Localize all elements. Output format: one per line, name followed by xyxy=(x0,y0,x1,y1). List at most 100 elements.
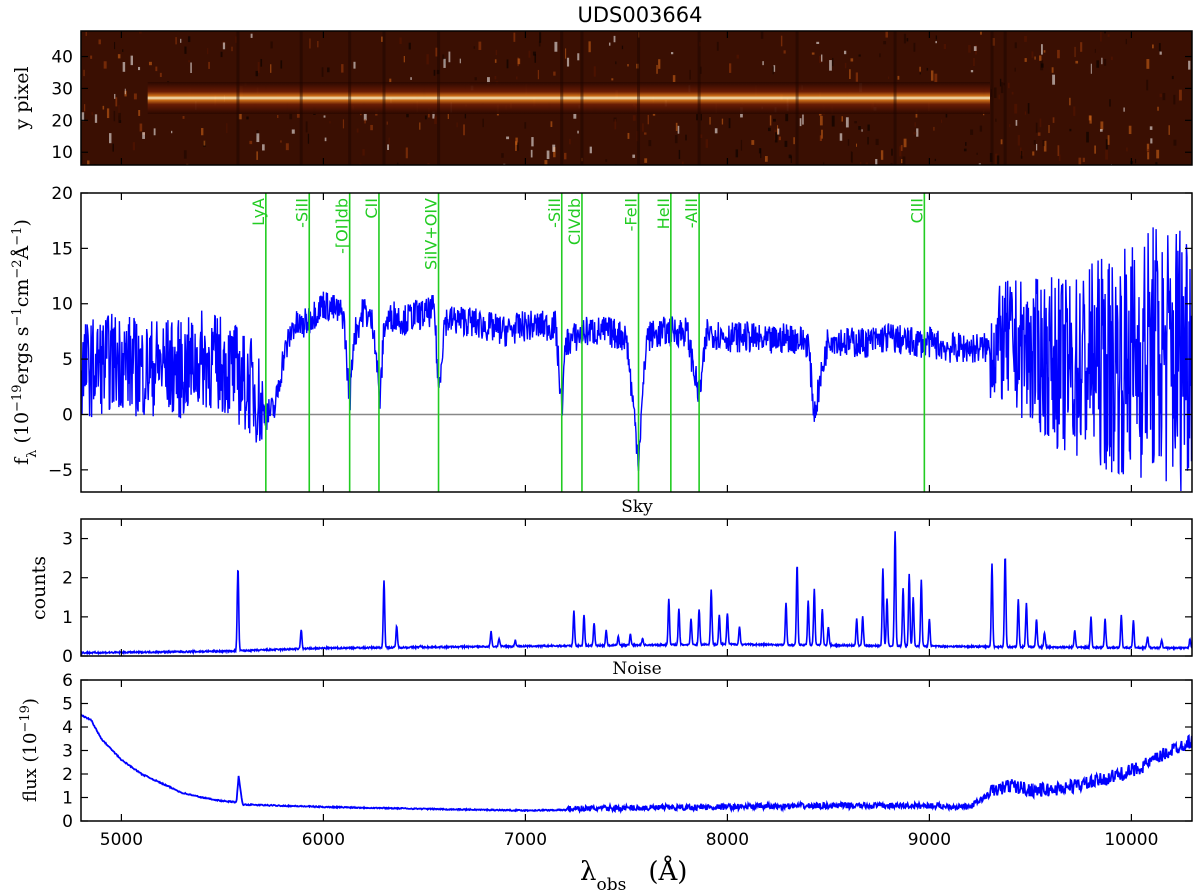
heatmap-pixel xyxy=(552,144,556,152)
heatmap-pixel xyxy=(478,41,482,50)
heatmap-pixel xyxy=(550,121,553,128)
heatmap-pixel xyxy=(1069,97,1071,106)
panel-1d-spectrum: LyA -SiII -[OI]db CII SiIV+OIV -SiII CIVdb -FeI… xyxy=(10,184,1193,493)
heatmap-pixel xyxy=(305,121,308,133)
heatmap-pixel xyxy=(124,88,126,95)
heatmap-pixel xyxy=(638,32,640,38)
heatmap-pixel xyxy=(996,155,1000,165)
heatmap-pixel xyxy=(675,122,678,131)
heatmap-pixel xyxy=(473,46,476,49)
heatmap-pixel xyxy=(916,128,919,137)
heatmap-pixel xyxy=(903,138,907,148)
heatmap-pixel xyxy=(1024,111,1027,115)
heatmap-pixel xyxy=(403,55,406,63)
heatmap-pixel xyxy=(1146,79,1149,91)
heatmap-pixel xyxy=(280,60,283,69)
ylabel-flux: fλ (10−19ergs s−1cm−2Å−1) xyxy=(10,219,40,465)
heatmap-column xyxy=(637,31,641,165)
heatmap-pixel xyxy=(721,118,724,125)
heatmap-pixel xyxy=(207,48,209,55)
heatmap-pixel xyxy=(891,148,893,156)
ylabel-flux-part: ) xyxy=(11,219,33,226)
heatmap-column xyxy=(1003,31,1007,165)
heatmap-pixel xyxy=(203,140,206,146)
heatmap-pixel xyxy=(1033,140,1036,145)
heatmap-pixel xyxy=(776,125,779,135)
heatmap-pixel xyxy=(435,47,438,57)
heatmap-pixel xyxy=(246,116,249,120)
x-tick-label: 9000 xyxy=(908,830,951,850)
heatmap-pixel xyxy=(532,51,536,56)
heatmap-column xyxy=(437,31,441,165)
heatmap-pixel xyxy=(139,123,143,132)
heatmap-pixel xyxy=(1011,91,1014,95)
spectral-line-label: -SiII xyxy=(292,198,311,228)
heatmap-pixel xyxy=(463,124,465,136)
heatmap-pixel xyxy=(973,46,977,51)
ynoise-tick-label: 0 xyxy=(62,812,73,832)
heatmap-pixel xyxy=(249,140,253,145)
heatmap-pixel xyxy=(1156,149,1160,159)
heatmap-pixel xyxy=(175,37,177,45)
heatmap-column xyxy=(560,31,564,165)
spectral-line-label: -FeII xyxy=(622,198,641,231)
heatmap-pixel xyxy=(883,41,887,45)
heatmap-pixel xyxy=(1048,125,1050,134)
heatmap-pixel xyxy=(821,129,823,139)
heatmap-pixel xyxy=(900,145,903,151)
xlabel-part: λ xyxy=(580,857,596,887)
heatmap-pixel xyxy=(443,58,446,68)
heatmap-pixel xyxy=(517,58,521,65)
heatmap-pixel xyxy=(396,162,399,165)
heatmap-pixel xyxy=(758,148,761,154)
ylabel-noise-part: ) xyxy=(20,698,41,705)
heatmap-pixel xyxy=(993,87,997,99)
heatmap-pixel xyxy=(1090,63,1092,74)
heatmap-pixel xyxy=(513,32,516,42)
heatmap-pixel xyxy=(970,129,974,135)
heatmap-pixel xyxy=(621,45,624,50)
heatmap-pixel xyxy=(159,72,162,78)
spectral-line-label: -[OI]db xyxy=(333,198,352,254)
heatmap-pixel xyxy=(1149,126,1153,130)
heatmap-pixel xyxy=(554,41,558,52)
spectral-line-label: CII xyxy=(362,198,381,219)
heatmap-pixel xyxy=(270,41,273,49)
heatmap-pixel xyxy=(83,69,85,77)
figure-title: UDS003664 xyxy=(577,3,702,27)
heatmap-pixel xyxy=(538,41,541,47)
heatmap-pixel xyxy=(81,154,83,163)
x-tick-label: 5000 xyxy=(100,830,143,850)
heatmap-pixel xyxy=(608,42,611,46)
heatmap-pixel xyxy=(102,105,105,110)
heatmap-pixel xyxy=(1089,115,1092,124)
ylabel-flux-part: λ xyxy=(25,450,40,458)
heatmap-pixel xyxy=(324,137,327,142)
heatmap-pixel xyxy=(843,50,847,55)
heatmap-pixel xyxy=(114,93,116,99)
heatmap-pixel xyxy=(130,55,133,66)
heatmap-pixel xyxy=(1058,154,1061,162)
heatmap-pixel xyxy=(772,66,774,75)
heatmap-pixel xyxy=(1105,149,1108,160)
heatmap-pixel xyxy=(858,54,861,57)
heatmap-pixel xyxy=(965,142,967,146)
heatmap-pixel xyxy=(995,153,998,165)
heatmap-pixel xyxy=(327,67,330,73)
heatmap-pixel xyxy=(137,66,141,71)
heatmap-pixel xyxy=(816,41,820,45)
heatmap-pixel xyxy=(714,128,718,134)
heatmap-pixel xyxy=(569,138,571,145)
heatmap-pixel xyxy=(844,62,847,69)
heatmap-pixel xyxy=(98,39,101,45)
heatmap-pixel xyxy=(897,75,900,80)
heatmap-pixel xyxy=(943,43,947,50)
spectral-line-labels: LyA -SiII -[OI]db CII SiIV+OIV -SiII CIVdb -FeI… xyxy=(249,198,927,270)
heatmap-pixel xyxy=(867,124,870,131)
heatmap-pixel xyxy=(553,71,556,76)
heatmap-pixel xyxy=(564,152,567,160)
heatmap-pixel xyxy=(829,60,832,71)
heatmap-pixel xyxy=(672,75,676,83)
heatmap-trace xyxy=(147,82,990,114)
heatmap-pixel xyxy=(235,36,237,43)
